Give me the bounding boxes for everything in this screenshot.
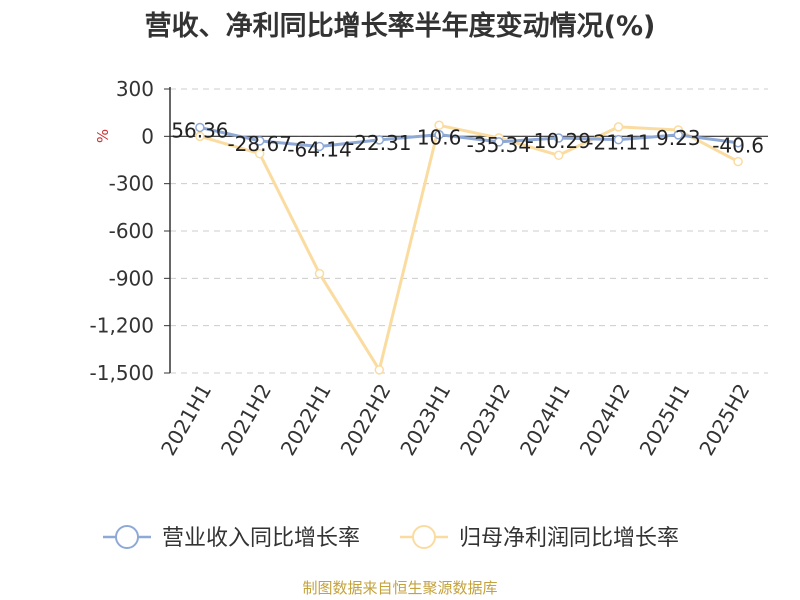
- data-label: -10.29: [526, 129, 590, 153]
- legend-label: 归母净利润同比增长率: [459, 526, 679, 551]
- data-point: [314, 141, 325, 152]
- x-tick-label: 2021H2: [216, 380, 276, 460]
- data-point: [374, 135, 385, 145]
- data-label: -64.14: [287, 137, 351, 161]
- data-point: [434, 129, 444, 140]
- data-point: [553, 133, 564, 143]
- x-tick-label: 2024H1: [515, 380, 575, 460]
- y-tick-label: -1,500: [90, 361, 154, 385]
- series-line-1: [199, 123, 739, 372]
- data-point: [314, 268, 325, 279]
- y-tick-label: -300: [109, 172, 154, 196]
- legend-marker: [115, 525, 139, 549]
- y-tick-label: 0: [141, 124, 154, 148]
- data-point: [553, 150, 564, 161]
- x-tick-label: 2024H2: [575, 380, 635, 460]
- series-line-0: [199, 125, 739, 148]
- data-label: -22.31: [347, 131, 411, 155]
- data-label: 10.6: [417, 126, 462, 150]
- data-point: [494, 137, 504, 147]
- chart-title: 营收、净利同比增长率半年度变动情况(%): [144, 11, 656, 42]
- source-note: 制图数据来自恒生聚源数据库: [302, 579, 498, 597]
- legend-marker: [412, 525, 436, 549]
- data-label: 56.36: [171, 118, 228, 142]
- x-tick-label: 2025H1: [635, 380, 695, 460]
- x-tick-label: 2022H2: [336, 380, 396, 460]
- y-tick-label: -600: [109, 219, 154, 243]
- data-point: [613, 134, 624, 145]
- data-point: [195, 122, 205, 133]
- data-point: [434, 120, 444, 131]
- data-point: [673, 130, 684, 140]
- x-tick-label: 2021H1: [156, 380, 216, 460]
- data-label: 9.23: [656, 126, 701, 150]
- data-point: [733, 137, 743, 148]
- y-axis-unit: %: [94, 129, 112, 143]
- data-point: [374, 365, 385, 375]
- data-label: -35.34: [467, 133, 531, 157]
- x-tick-label: 2022H1: [276, 380, 336, 460]
- y-tick-label: -1,200: [90, 314, 154, 338]
- data-label: -40.6: [712, 134, 764, 158]
- legend-label: 营业收入同比增长率: [162, 526, 360, 551]
- data-point: [613, 122, 624, 132]
- x-tick-label: 2023H2: [455, 380, 515, 460]
- data-point: [254, 148, 265, 159]
- y-tick-label: -900: [109, 266, 154, 290]
- data-label: -21.11: [586, 131, 650, 155]
- x-tick-label: 2023H1: [395, 379, 455, 459]
- x-tick-label: 2025H2: [694, 380, 754, 460]
- data-label: -28.67: [227, 132, 291, 156]
- data-point: [195, 131, 205, 142]
- y-tick-label: 300: [116, 77, 154, 101]
- data-point: [254, 136, 265, 146]
- data-point: [733, 156, 743, 167]
